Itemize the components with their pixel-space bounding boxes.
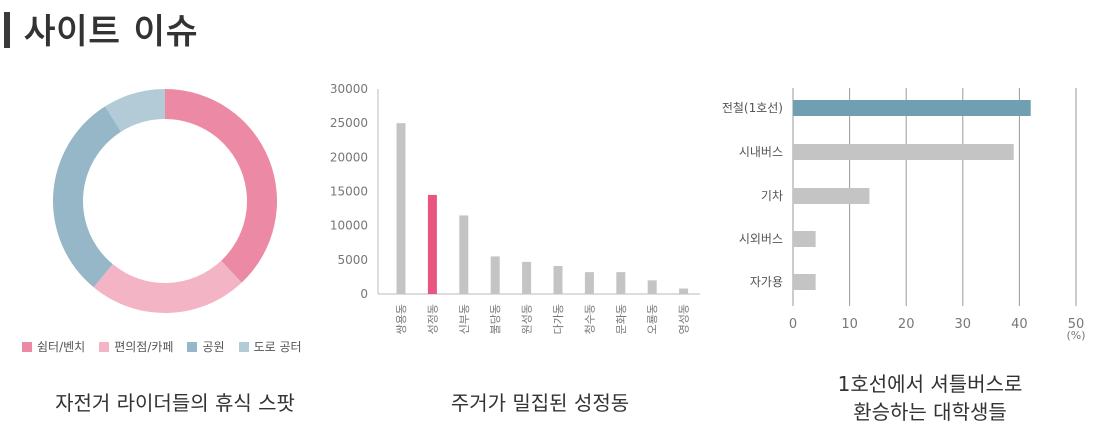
title-accent-bar [4, 12, 10, 48]
bar-ytick-3: 15000 [330, 185, 368, 199]
legend-label-2: 공원 [202, 340, 225, 354]
hbar-xtick-0: 0 [789, 317, 797, 332]
bar-3 [490, 256, 500, 294]
legend-swatch-3 [238, 341, 249, 352]
hbar-category-2: 기차 [761, 189, 783, 203]
hbar-caption-line-1: 1호선에서 셔틀버스로 [837, 372, 1023, 396]
hbar-caption: 1호선에서 셔틀버스로 환승하는 대학생들 [760, 370, 1100, 426]
donut-slice-3 [104, 89, 165, 132]
page-title: 사이트 이슈 [24, 12, 199, 52]
hbar-xtick-4: 40 [1011, 317, 1028, 332]
bar-category-8: 오룡동 [646, 304, 659, 334]
hbar-0 [793, 100, 1031, 116]
legend-item-3: 도로 공터 [238, 338, 302, 355]
bar-4 [522, 261, 532, 294]
hbar-category-1: 시내버스 [739, 145, 783, 159]
bar-2 [459, 215, 469, 294]
bar-ytick-0: 0 [360, 287, 368, 301]
donut-slice-0 [165, 89, 277, 283]
bar-ytick-1: 5000 [337, 253, 368, 267]
bar-category-5: 다가동 [552, 304, 565, 334]
bar-1 [427, 194, 437, 294]
hbar-xtick-1: 10 [841, 317, 858, 332]
bar-7 [616, 272, 626, 294]
hbar-category-3: 시외버스 [739, 232, 783, 246]
bar-6 [584, 272, 594, 294]
bar-ytick-5: 25000 [330, 116, 368, 130]
legend-item-0: 쉼터/벤치 [22, 338, 85, 355]
legend-item-2: 공원 [187, 338, 225, 355]
legend-label-3: 도로 공터 [253, 340, 302, 354]
bar-ytick-6: 30000 [330, 82, 368, 96]
bar-ytick-4: 20000 [330, 150, 368, 164]
legend-swatch-0 [22, 341, 32, 352]
hbar-xtick-5: 50 [1068, 317, 1085, 332]
hbar-unit: (%) [1066, 329, 1085, 342]
bar-category-6: 청수동 [583, 304, 596, 334]
bar-caption: 주거가 밀집된 성정동 [450, 391, 630, 415]
bar-category-3: 불당동 [489, 304, 502, 334]
bar-category-7: 문화동 [615, 304, 628, 334]
hbar-xtick-3: 30 [955, 317, 972, 332]
hbar-1 [793, 144, 1014, 160]
bar-ytick-2: 10000 [330, 219, 368, 233]
hbar-caption-line-2: 환승하는 대학생들 [853, 400, 1007, 424]
bar-5 [553, 265, 563, 294]
legend-swatch-2 [187, 341, 198, 352]
bar-9 [679, 288, 689, 294]
hbar-4 [793, 274, 816, 290]
bar-8 [647, 280, 657, 294]
bar-category-9: 영성동 [678, 304, 691, 334]
bar-category-4: 원성동 [521, 304, 534, 334]
hbar-3 [793, 231, 816, 247]
donut-chart [53, 89, 277, 313]
hbar-category-4: 자가용 [750, 275, 783, 289]
donut-slice-1 [93, 260, 242, 313]
legend-label-1: 편의점/카페 [114, 340, 174, 354]
legend-item-1: 편의점/카페 [99, 338, 173, 355]
bar-category-1: 성정동 [426, 304, 439, 334]
hbar-2 [793, 188, 870, 204]
donut-slice-2 [53, 106, 122, 288]
bar-category-2: 신부동 [458, 304, 471, 334]
legend-swatch-1 [99, 341, 110, 352]
hbar-category-0: 전철(1호선) [722, 101, 783, 115]
bar-0 [396, 123, 406, 294]
donut-caption: 자전거 라이더들의 휴식 스팟 [55, 391, 295, 415]
legend-label-0: 쉼터/벤치 [37, 340, 86, 354]
bar-category-0: 쌍용동 [395, 304, 408, 334]
hbar-xtick-2: 20 [898, 317, 915, 332]
donut-legend: 쉼터/벤치 편의점/카페 공원 도로 공터 [22, 338, 302, 355]
district-bar-chart: 0 5000 10000 15000 20000 25000 30000 쌍용동 성정동 신부동 불… [330, 82, 700, 334]
